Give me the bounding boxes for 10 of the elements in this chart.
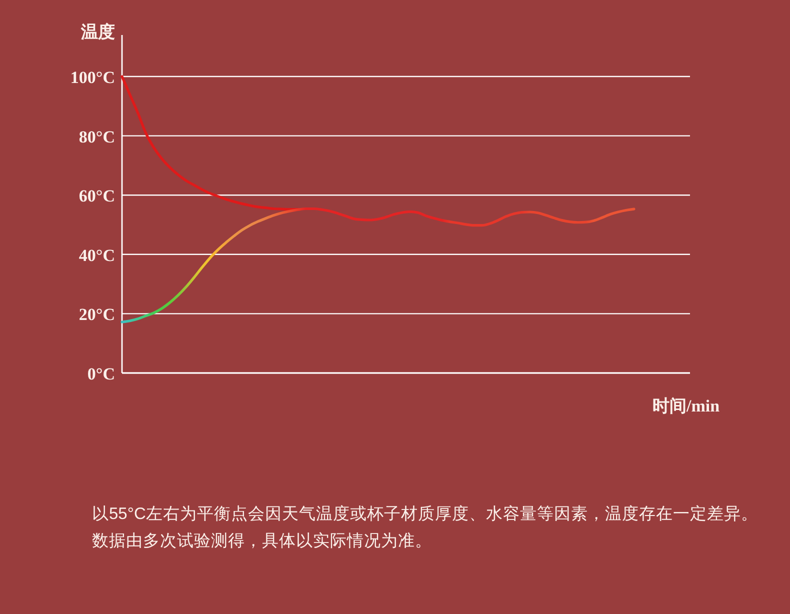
y-axis-title: 温度 — [80, 22, 115, 42]
y-tick-label: 0°C — [87, 364, 115, 384]
text: 数据由多次试验测得，具体以实际情况为准。 — [92, 531, 432, 550]
text: 以55°C左右为平衡点会因天气温度或杯子材质厚度、水容量等因素，温度存在一定差异。 — [92, 504, 758, 523]
y-tick-label: 100°C — [70, 68, 115, 88]
y-tick-label: 20°C — [78, 305, 115, 324]
y-tick-label: 40°C — [78, 246, 115, 265]
x-axis-title: 时间/min — [652, 396, 720, 416]
y-tick-label: 60°C — [78, 186, 115, 206]
y-tick-label: 80°C — [78, 127, 115, 146]
